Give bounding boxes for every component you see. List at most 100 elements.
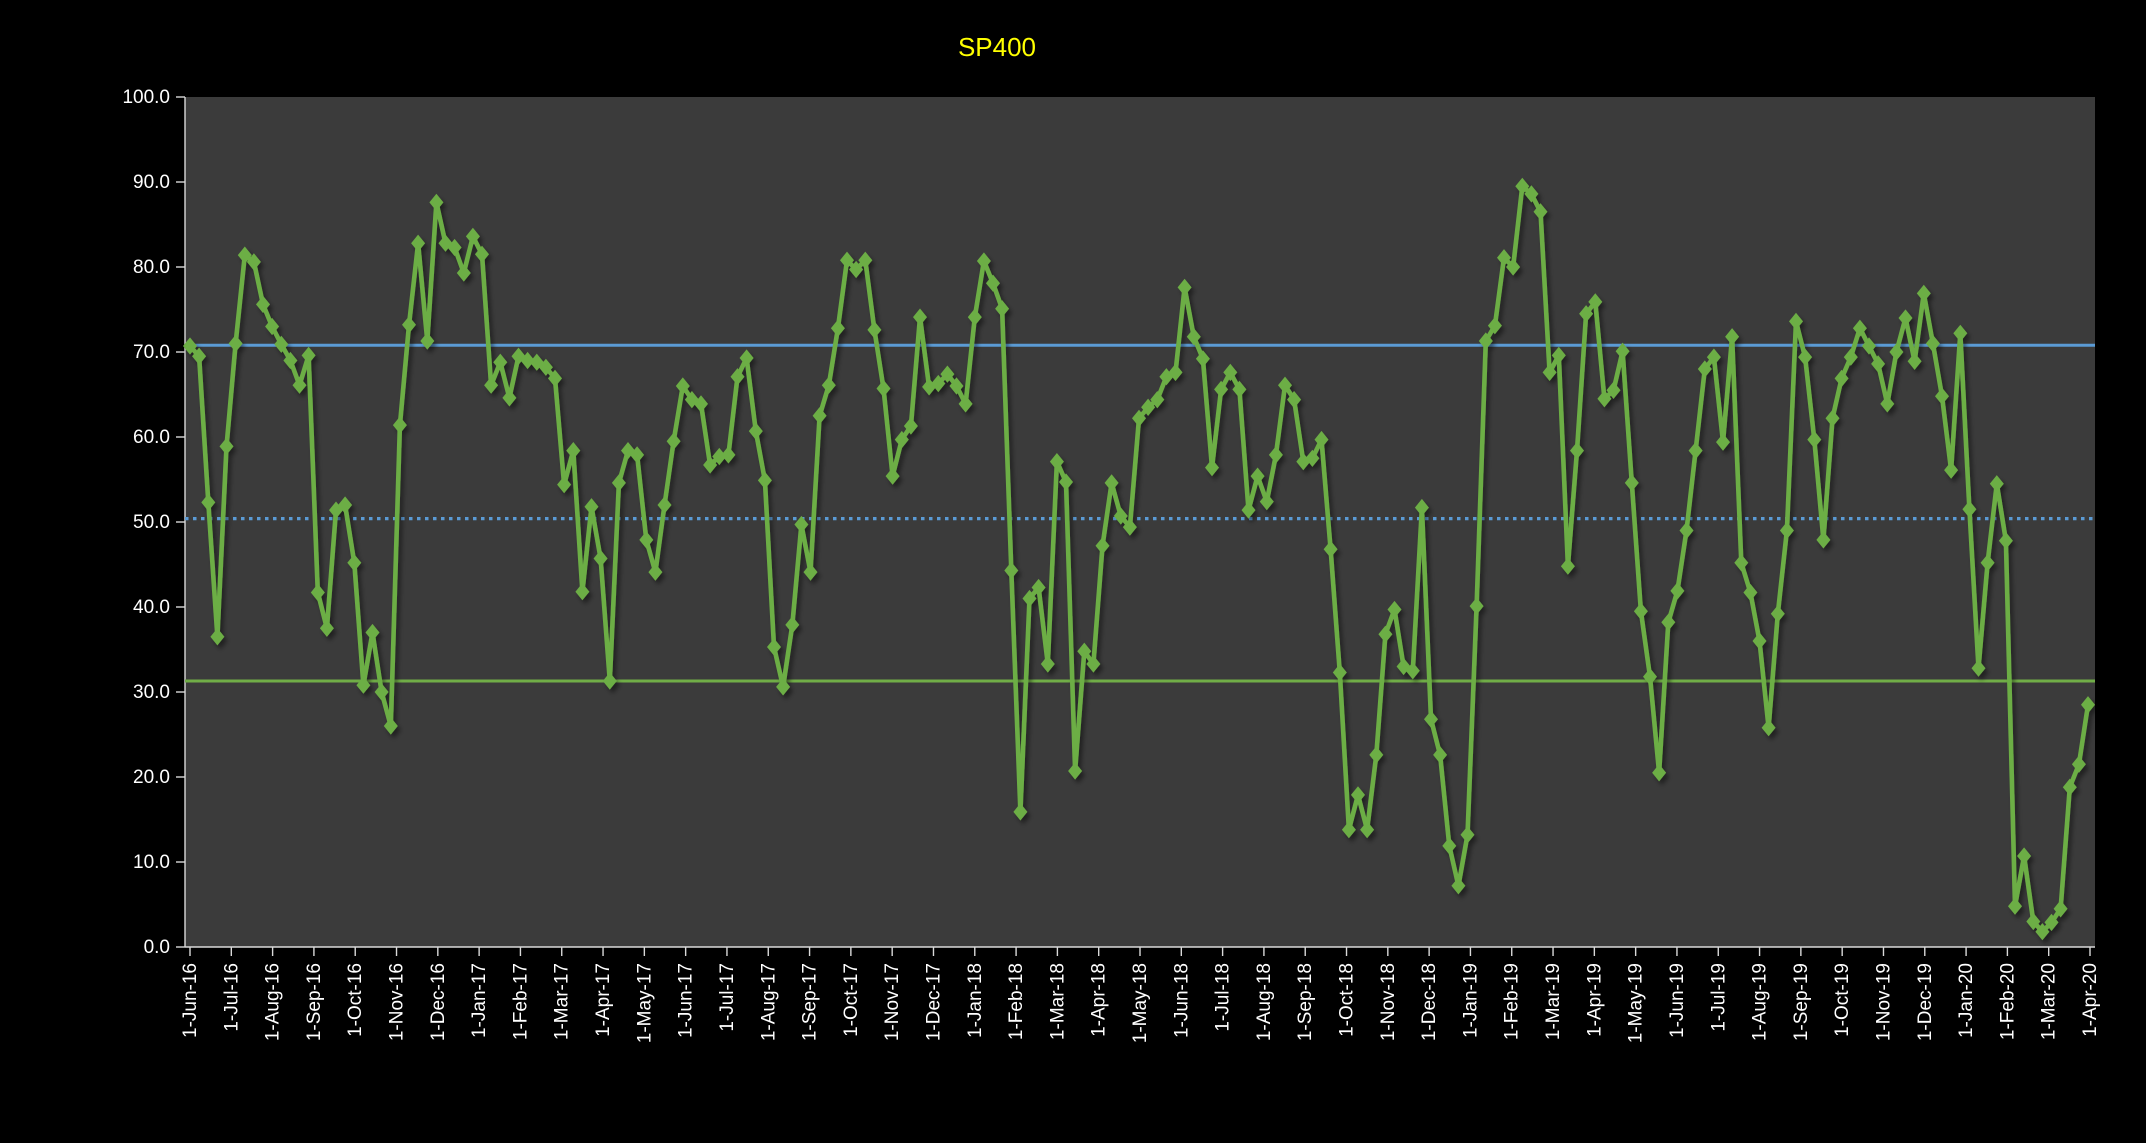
data-point-marker	[356, 676, 371, 694]
x-tick-label: 1-Apr-17	[593, 963, 614, 1037]
x-tick-label: 1-Jul-17	[717, 963, 738, 1032]
series-sp400	[183, 177, 2095, 941]
data-point-marker	[739, 349, 754, 367]
data-point-marker	[1852, 319, 1867, 337]
data-point-marker	[301, 346, 316, 364]
data-point-marker	[1168, 363, 1183, 381]
x-tick-label: 1-Jan-18	[965, 963, 986, 1038]
data-point-marker	[1424, 710, 1438, 728]
data-point-marker	[1031, 578, 1046, 597]
data-point-marker	[1935, 387, 1949, 405]
data-point-marker	[803, 563, 818, 581]
data-point-marker	[1542, 363, 1557, 381]
data-point-marker	[319, 619, 334, 637]
data-point-marker	[867, 321, 882, 339]
data-point-marker	[1150, 391, 1165, 409]
data-point-marker	[721, 446, 736, 464]
data-point-marker	[1615, 342, 1630, 360]
chart-title: SP400	[958, 32, 1036, 62]
data-point-marker	[1177, 278, 1192, 296]
data-point-marker	[192, 347, 207, 365]
reference-lines	[185, 343, 2095, 683]
data-point-marker	[1661, 613, 1676, 631]
data-point-marker	[1706, 348, 1721, 366]
x-tick-label: 1-Feb-20	[1997, 963, 2018, 1040]
x-axis: 1-Jun-16 1-Jul-16 1-Aug-16 1-Sep-16 1-Oct-16…	[180, 946, 2101, 1043]
data-point-marker	[557, 476, 572, 494]
data-point-marker	[1570, 442, 1584, 460]
data-point-marker	[1132, 409, 1146, 427]
data-point-marker	[639, 531, 654, 549]
data-point-marker	[575, 583, 590, 601]
data-point-marker	[1734, 554, 1749, 572]
data-point-marker	[913, 308, 927, 326]
data-point-marker	[1770, 605, 1785, 623]
x-tick-label: 1-Oct-17	[841, 963, 862, 1037]
data-point-marker	[584, 498, 599, 516]
data-point-marker	[1533, 203, 1548, 221]
data-point-marker	[657, 496, 672, 514]
y-tick-label: 90.0	[133, 172, 170, 193]
x-tick-label: 1-Sep-18	[1295, 963, 1316, 1041]
data-point-marker	[1223, 363, 1238, 381]
data-point-marker	[1524, 185, 1539, 203]
data-point-marker	[858, 251, 873, 269]
data-point-marker	[548, 369, 562, 387]
data-point-marker	[666, 432, 681, 450]
y-tick-label: 60.0	[133, 427, 170, 448]
data-point-marker	[1807, 430, 1822, 449]
data-point-marker	[1287, 391, 1302, 409]
data-point-marker	[976, 252, 991, 270]
x-tick-label: 1-Oct-16	[345, 963, 366, 1037]
data-point-marker	[1606, 381, 1621, 399]
data-point-marker	[995, 300, 1010, 318]
data-point-marker	[1588, 293, 1603, 311]
data-point-marker	[1989, 475, 2004, 493]
data-point-marker	[493, 353, 508, 371]
plot-area	[185, 97, 2095, 947]
data-point-marker	[1323, 540, 1338, 558]
data-point-marker	[894, 430, 909, 449]
data-point-marker	[210, 628, 225, 646]
data-point-marker	[821, 376, 836, 394]
x-tick-label: 1-Mar-17	[552, 963, 573, 1040]
data-point-marker	[1834, 369, 1849, 387]
data-point-marker	[1232, 380, 1247, 398]
data-point-marker	[338, 496, 353, 514]
x-tick-label: 1-Oct-18	[1337, 963, 1358, 1037]
x-tick-label: 1-Jul-18	[1213, 963, 1234, 1032]
data-point-marker	[1077, 642, 1092, 660]
x-tick-label: 1-Aug-16	[263, 963, 284, 1041]
x-tick-label: 1-Nov-18	[1378, 963, 1399, 1041]
data-point-marker	[201, 493, 216, 512]
data-point-marker	[1871, 355, 1886, 373]
data-point-marker	[429, 193, 444, 211]
data-point-marker	[402, 316, 416, 334]
data-point-marker	[840, 251, 854, 269]
x-tick-label: 1-Mar-19	[1543, 963, 1564, 1040]
data-point-marker	[484, 376, 499, 394]
data-point-marker	[1944, 461, 1959, 479]
data-point-marker	[1259, 493, 1274, 511]
y-tick-label: 20.0	[133, 767, 170, 788]
data-point-marker	[602, 672, 617, 690]
data-point-marker	[593, 549, 608, 568]
data-point-marker	[1004, 561, 1019, 580]
x-tick-label: 1-Feb-17	[510, 963, 531, 1040]
data-point-marker	[1670, 582, 1685, 600]
data-point-marker	[1560, 557, 1575, 575]
data-point-marker	[767, 638, 781, 656]
x-tick-label: 1-Aug-19	[1750, 963, 1771, 1041]
data-point-marker	[1250, 467, 1265, 485]
data-point-marker	[1597, 390, 1612, 408]
y-tick-label: 100.0	[122, 87, 170, 108]
data-point-marker	[392, 416, 407, 434]
data-point-marker	[447, 238, 462, 257]
data-point-marker	[2017, 847, 2032, 865]
x-tick-label: 1-Apr-18	[1089, 963, 1110, 1037]
x-tick-label: 1-Apr-19	[1584, 963, 1605, 1037]
data-point-marker	[1159, 368, 1174, 386]
data-point-marker	[292, 376, 307, 394]
data-point-marker	[1369, 746, 1384, 764]
